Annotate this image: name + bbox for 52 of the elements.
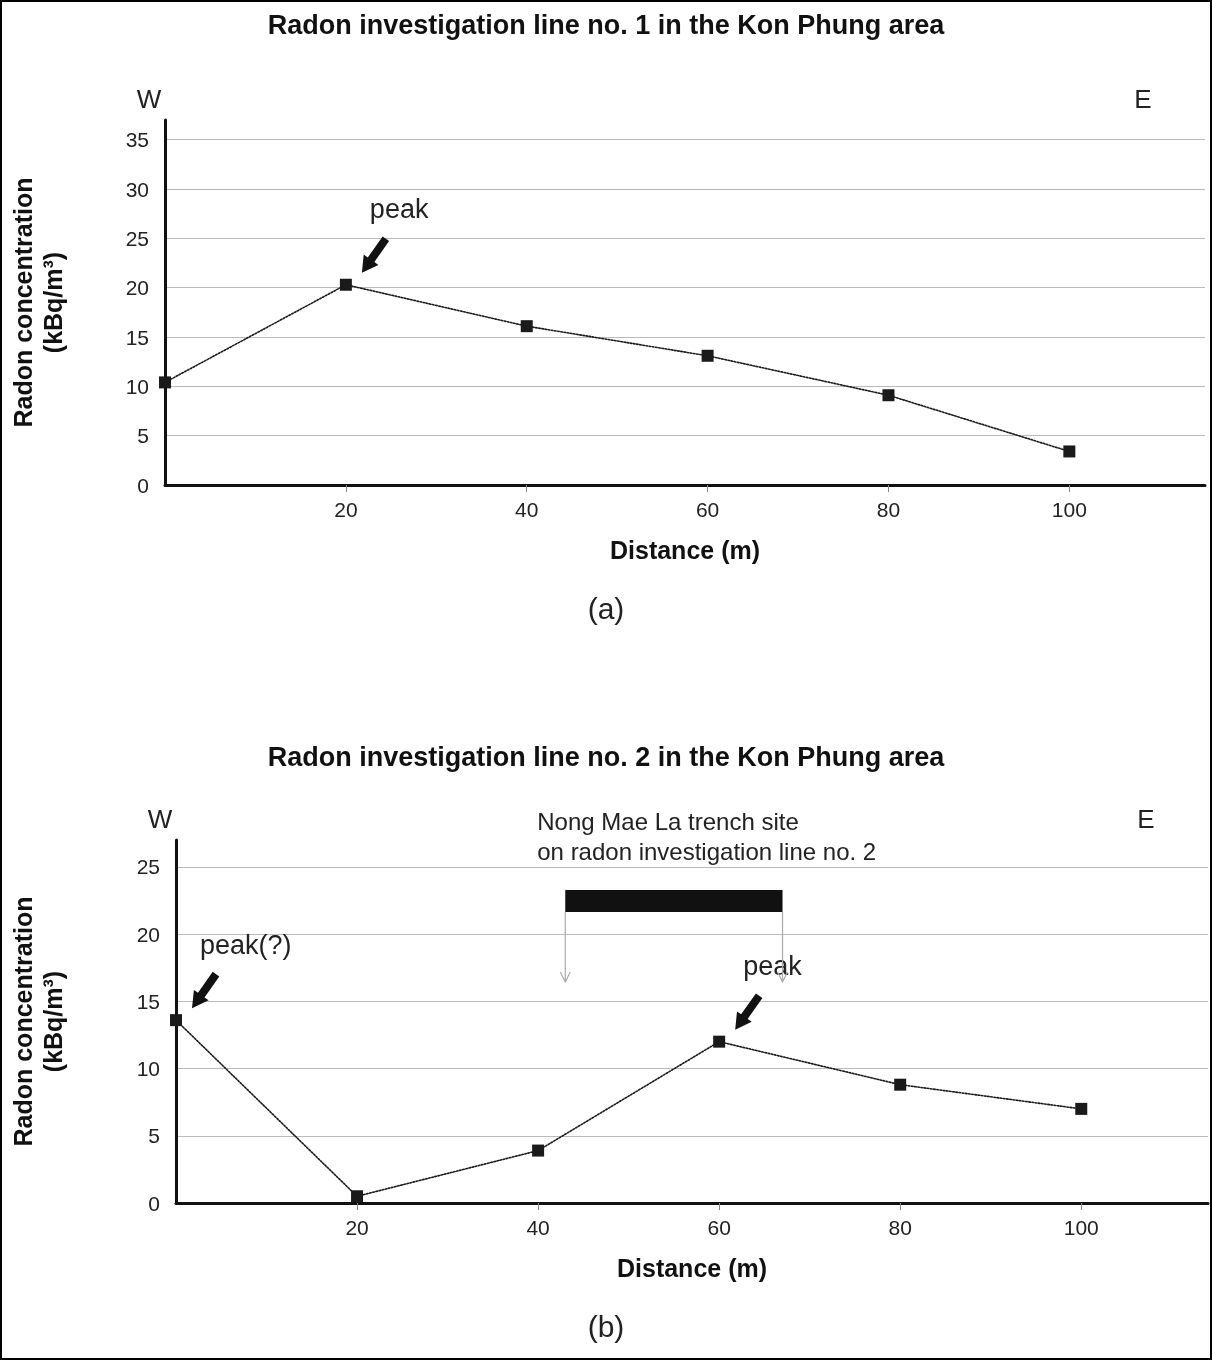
y-tick-label: 0 [137, 473, 149, 497]
y-tick-label: 15 [125, 325, 149, 349]
band-label: Nong Mae La trench site on radon investigation line no. 2 [537, 807, 877, 865]
text: W [136, 84, 162, 114]
point [339, 278, 352, 291]
x-tick-label: 20 [334, 498, 358, 521]
x-axis-title: Distance (m) [609, 535, 761, 564]
y-tick-label: 25 [125, 226, 149, 250]
point [882, 389, 895, 402]
text: E [1137, 804, 1155, 834]
y-tick-label: 0 [148, 1191, 160, 1215]
text: (a) [587, 591, 625, 625]
y-axis-title: Radon concentration (kBq/m³) [9, 177, 67, 428]
x-tick-label: 100 [1063, 1216, 1099, 1239]
point [532, 1144, 545, 1157]
x-tick-label: 40 [515, 498, 539, 521]
annotation: peak [369, 194, 429, 225]
chart-title: Radon investigation line no. 2 in the Kon Phung area [267, 741, 946, 772]
text: (b) [587, 1309, 625, 1343]
text: E [1134, 84, 1152, 114]
y-tick-label: 5 [148, 1124, 160, 1148]
point [701, 349, 714, 362]
x-tick-label: 60 [707, 1216, 731, 1239]
point [1075, 1102, 1088, 1115]
point [1063, 445, 1076, 458]
x-axis-title: Distance (m) [616, 1253, 768, 1282]
x-tick-label: 100 [1051, 498, 1087, 521]
x-tick-label: 80 [876, 498, 901, 521]
y-tick-label: 20 [136, 922, 160, 946]
y-tick-label: 25 [136, 855, 160, 879]
point [520, 320, 533, 333]
annotation: peak(?) [200, 929, 292, 960]
y-tick-label: 15 [136, 989, 160, 1013]
point [170, 1014, 182, 1027]
y-tick-label: 10 [136, 1057, 160, 1081]
point [713, 1035, 726, 1048]
y-tick-label: 10 [125, 374, 149, 398]
x-tick-label: 40 [526, 1216, 550, 1239]
annotation: peak [743, 951, 803, 982]
y-axis-title: Radon concentration (kBq/m³) [9, 896, 67, 1147]
chart-title: Radon investigation line no. 1 in the Kon Phung area [267, 9, 946, 40]
y-tick-label: 30 [125, 177, 149, 201]
point [351, 1190, 364, 1203]
y-tick-label: 20 [125, 276, 149, 300]
x-tick-label: 20 [345, 1216, 369, 1239]
y-tick-label: 35 [125, 128, 149, 152]
x-tick-label: 80 [888, 1216, 912, 1239]
y-tick-label: 5 [137, 424, 149, 448]
point [159, 376, 171, 389]
text: W [147, 804, 173, 834]
x-tick-label: 60 [695, 498, 720, 521]
point [894, 1078, 907, 1091]
